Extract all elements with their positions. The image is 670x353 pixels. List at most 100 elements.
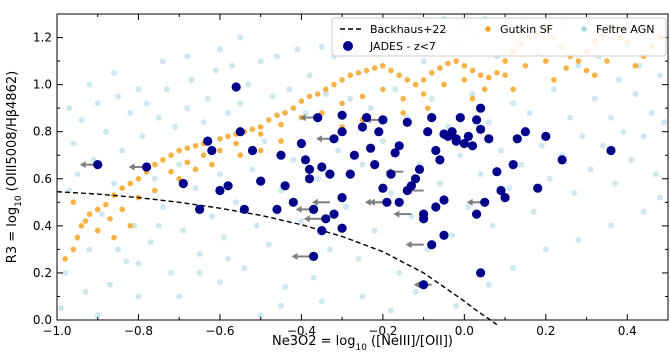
feltre-agn-point-0 (58, 305, 65, 312)
gutkin-sf-point-29 (298, 98, 305, 104)
gutkin-sf-point-44 (420, 77, 427, 83)
feltre-agn-point-83 (396, 269, 403, 276)
gutkin-sf-point-49 (461, 63, 468, 69)
jades-point-85 (476, 103, 486, 113)
feltre-agn-point-81 (388, 189, 394, 196)
feltre-agn-point-58 (294, 46, 301, 53)
feltre-agn-point-13 (111, 180, 117, 187)
y-tick-label: 1.2 (33, 31, 52, 45)
feltre-agn-point-175 (216, 279, 223, 286)
upper-limit-arrow-13 (405, 241, 424, 249)
jades-point-12 (296, 138, 306, 149)
gutkin-sf-point-77 (168, 168, 174, 175)
jades-points (93, 82, 616, 290)
upper-limit-arrow-head (303, 215, 310, 223)
feltre-agn-point-53 (274, 53, 280, 60)
feltre-agn-point-33 (192, 185, 199, 192)
gutkin-sf-point-3 (78, 223, 85, 229)
feltre-agn-point-133 (599, 142, 606, 149)
gutkin-sf-point-70 (70, 199, 77, 206)
jades-point-15 (309, 204, 319, 214)
jades-point-46 (463, 131, 473, 141)
jades-point-77 (439, 230, 449, 240)
jades-point-45 (459, 138, 469, 149)
gutkin-sf-point-74 (119, 206, 125, 213)
jades-point-14 (304, 164, 315, 174)
feltre-agn-point-169 (608, 222, 614, 229)
feltre-agn-point-156 (216, 46, 223, 53)
jades-point-16 (317, 162, 327, 172)
feltre-agn-point-177 (155, 222, 162, 229)
feltre-agn-point-68 (335, 147, 342, 154)
feltre-agn-point-171 (656, 194, 663, 201)
jades-point-23 (357, 122, 368, 132)
feltre-agn-point-46 (245, 81, 252, 88)
feltre-agn-point-21 (143, 100, 150, 107)
gutkin-sf-point-37 (363, 67, 370, 74)
feltre-agn-point-174 (176, 293, 183, 300)
feltre-agn-point-6 (82, 288, 89, 295)
feltre-agn-point-82 (392, 86, 399, 93)
feltre-agn-point-51 (265, 241, 272, 248)
jades-point-4 (207, 145, 217, 156)
gutkin-sf-point-52 (486, 74, 492, 81)
feltre-agn-point-40 (221, 234, 227, 241)
feltre-agn-point-125 (567, 114, 574, 121)
feltre-agn-point-145 (648, 109, 655, 116)
backhaus-curve-layer (56, 191, 498, 326)
feltre-agn-point-70 (343, 204, 350, 210)
feltre-agn-point-163 (412, 288, 419, 295)
y-tick-label: 0.8 (33, 125, 52, 139)
jades-point-66 (329, 209, 339, 219)
gutkin-sf-point-96 (543, 58, 549, 64)
upper-limit-arrow-head (291, 252, 298, 260)
feltre-agn-point-61 (306, 72, 313, 79)
jades-point-38 (431, 145, 441, 156)
gutkin-sf-point-89 (400, 95, 407, 102)
jades-point-3 (203, 136, 213, 146)
feltre-agn-point-20 (139, 133, 146, 140)
gutkin-sf-point-106 (278, 138, 284, 144)
x-tick-label: −0.2 (368, 324, 397, 338)
jades-point-7 (231, 82, 241, 92)
jades-point-47 (467, 141, 478, 151)
feltre-agn-point-44 (237, 100, 244, 107)
gutkin-sf-point-99 (604, 58, 610, 64)
feltre-agn-point-121 (550, 86, 557, 93)
feltre-agn-point-12 (107, 281, 113, 288)
y-tick-label: 0.4 (33, 219, 52, 233)
feltre-agn-point-105 (485, 119, 492, 126)
feltre-agn-point-101 (469, 91, 476, 97)
jades-point-83 (606, 145, 616, 156)
feltre-agn-point-166 (510, 265, 517, 272)
jades-point-20 (337, 127, 347, 137)
feltre-agn-point-89 (420, 58, 427, 65)
gutkin-sf-point-25 (266, 117, 272, 123)
feltre-agn-point-150 (66, 105, 73, 112)
feltre-agn-point-155 (184, 53, 191, 60)
feltre-agn-point-23 (151, 175, 158, 182)
gutkin-sf-point-8 (119, 185, 125, 191)
jades-point-8 (235, 127, 245, 137)
gutkin-sf-point-79 (200, 152, 207, 158)
jades-point-22 (349, 150, 359, 160)
gutkin-sf-point-105 (257, 147, 264, 154)
upper-limit-arrow-head (299, 114, 306, 122)
jades-point-17 (325, 169, 335, 179)
jades-point-73 (239, 204, 249, 214)
jades-point-36 (423, 127, 433, 137)
feltre-agn-point-19 (135, 293, 142, 300)
feltre-agn-point-50 (261, 138, 268, 145)
jades-point-10 (247, 145, 258, 156)
feltre-agn-point-35 (200, 119, 207, 126)
feltre-agn-point-22 (147, 239, 154, 246)
feltre-agn-point-27 (168, 269, 175, 276)
upper-limit-arrow-head (295, 205, 302, 213)
feltre-agn-point-179 (225, 255, 232, 262)
jades-point-24 (362, 113, 372, 123)
upper-limit-arrow-head (393, 210, 400, 218)
gutkin-sf-point-45 (428, 70, 435, 76)
gutkin-sf-point-113 (551, 77, 557, 83)
gutkin-sf-point-27 (282, 110, 288, 116)
gutkin-sf-point-82 (257, 131, 264, 137)
